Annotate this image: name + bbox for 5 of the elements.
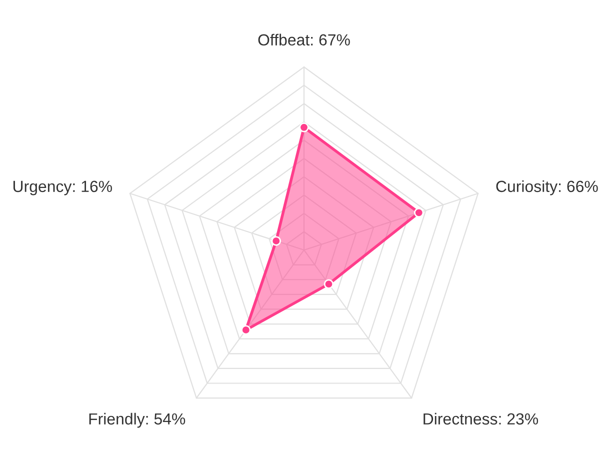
spoke-label: Curiosity: 66% [496,180,598,196]
spoke-label: Offbeat: 67% [258,34,350,46]
spoke-label: Friendly: 54% [89,412,186,428]
spoke-label: Urgency: 16% [13,180,112,196]
spoke-label: Directness: 23% [424,412,538,425]
